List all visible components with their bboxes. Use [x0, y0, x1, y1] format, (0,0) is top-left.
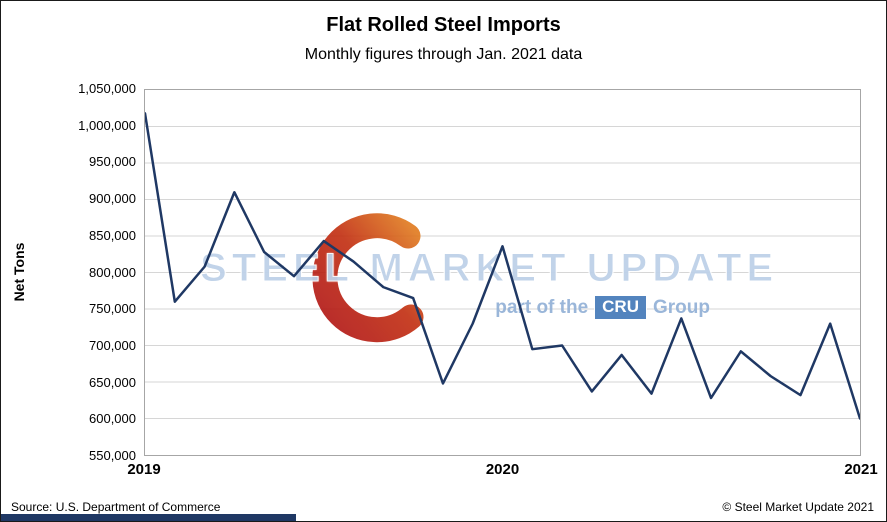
y-tick-label: 750,000: [89, 301, 136, 317]
y-tick-label: 600,000: [89, 411, 136, 427]
y-tick-label: 550,000: [89, 448, 136, 463]
y-axis-label: Net Tons: [11, 242, 27, 302]
y-tick-label: 800,000: [89, 264, 136, 280]
chart-title: Flat Rolled Steel Imports: [326, 14, 561, 36]
chart-subtitle: Monthly figures through Jan. 2021 data: [304, 46, 583, 63]
x-tick-label: 2020: [485, 461, 520, 478]
plot-area: STEEL MARKET UPDATE part of the CRU Grou…: [144, 89, 861, 456]
source-note: Source: U.S. Department of Commerce: [11, 500, 221, 514]
y-tick-label: 1,000,000: [78, 117, 136, 133]
x-tick-label: 2019: [127, 461, 161, 478]
y-tick-label: 950,000: [89, 154, 136, 170]
y-tick-label: 700,000: [89, 337, 136, 353]
y-tick-label: 650,000: [89, 374, 136, 390]
y-tick-label: 1,050,000: [78, 81, 136, 96]
y-tick-label: 850,000: [89, 227, 136, 243]
x-tick-label: 2021: [844, 461, 878, 478]
gridlines: [145, 126, 860, 419]
copyright-note: © Steel Market Update 2021: [722, 500, 874, 514]
data-line: [145, 112, 860, 420]
y-tick-label: 900,000: [89, 191, 136, 207]
imports-line-series: [145, 112, 860, 420]
bottom-accent-bar: [1, 514, 296, 521]
